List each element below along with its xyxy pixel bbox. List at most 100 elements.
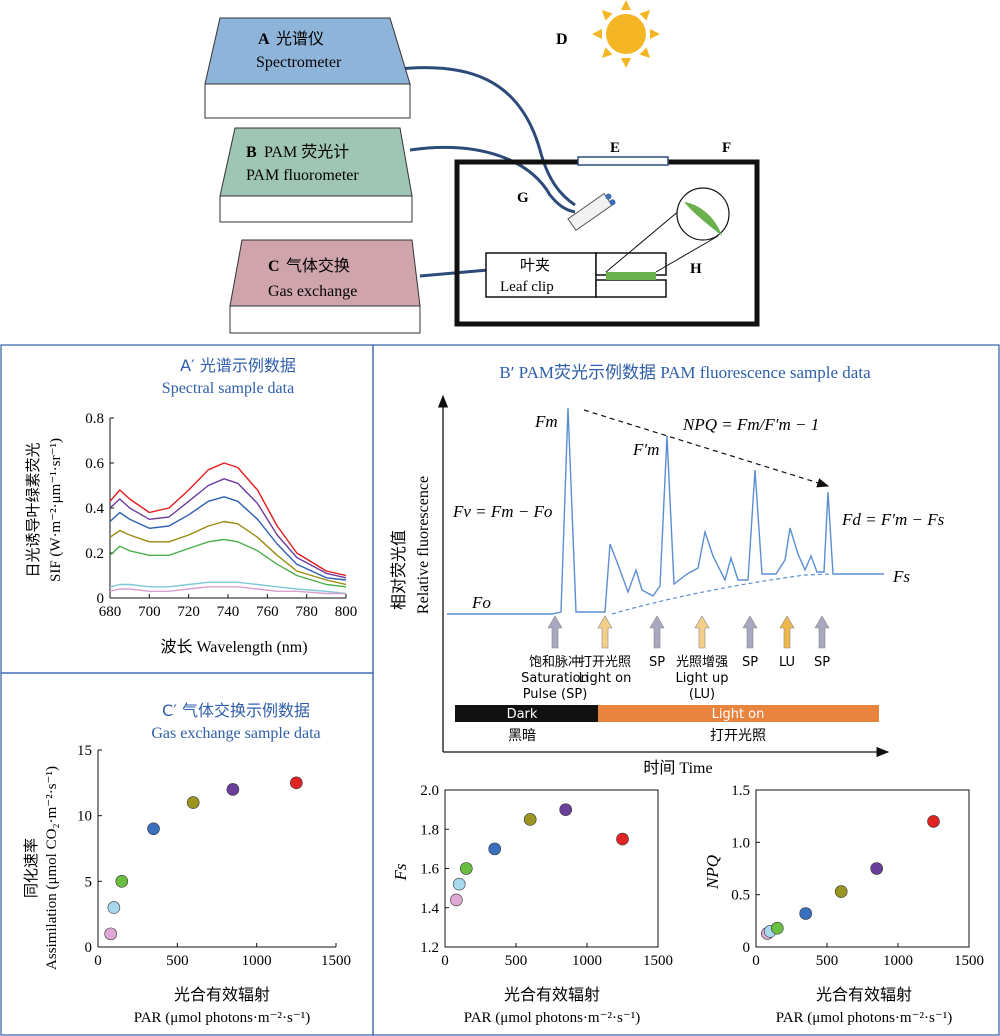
x-tick-label: 1000 bbox=[572, 953, 602, 969]
panel-fs-chart: 0 500 1000 1500 1.2 1.4 1.6 1.8 2.0 bbox=[420, 783, 673, 969]
scatter-point bbox=[226, 783, 240, 796]
panel-c-title-en: Gas exchange sample data bbox=[151, 725, 320, 742]
y-tick-label: 1.8 bbox=[420, 822, 439, 838]
gas-cable bbox=[419, 268, 489, 278]
scatter-point bbox=[523, 813, 537, 826]
panel-npq-ylabel: NPQ bbox=[703, 855, 722, 890]
event-label: 饱和脉冲 bbox=[529, 655, 581, 670]
npq-dashed-arrow bbox=[583, 409, 830, 488]
panel-b-title: B′ PAM荧光示例数据 PAM fluorescence sample dat… bbox=[499, 363, 871, 382]
event-arrow bbox=[547, 615, 563, 649]
panel-c-title-cn: C′ 气体交换示例数据 bbox=[162, 701, 310, 720]
sun-ray bbox=[601, 47, 613, 59]
x-tick-label: 500 bbox=[505, 953, 528, 969]
scatter-point bbox=[186, 796, 200, 809]
dark-period-bar bbox=[455, 705, 598, 722]
y-tick-label: 0.2 bbox=[85, 546, 104, 562]
sif-series-line bbox=[109, 581, 347, 595]
event-arrow bbox=[694, 615, 710, 649]
event-label: Pulse (SP) bbox=[523, 687, 588, 702]
gas-en: Gas exchange bbox=[268, 283, 357, 300]
sun-ray bbox=[621, 0, 631, 10]
panel-c-ylabel-en: Assimilation (μmol CO₂·m⁻²·s⁻¹) bbox=[44, 766, 60, 970]
y-tick-label: 5 bbox=[85, 874, 93, 890]
x-tick-label: 780 bbox=[295, 604, 318, 620]
y-tick-label: 0.5 bbox=[731, 888, 750, 904]
fo-label: Fo bbox=[471, 593, 491, 612]
pam-cn: PAM 荧光计 bbox=[264, 143, 349, 161]
panel-c: C′ 气体交换示例数据 Gas exchange sample data 同化速… bbox=[22, 701, 351, 1026]
x-tick-label: 1000 bbox=[242, 953, 272, 969]
panel-a-ylabel-en: SIF (W·m⁻²·μm⁻¹·sr⁻¹) bbox=[48, 438, 64, 582]
y-tick-label: 1.2 bbox=[420, 940, 439, 956]
fv-equation: Fv = Fm − Fo bbox=[452, 502, 552, 521]
scatter-point bbox=[770, 921, 784, 935]
event-label: Saturation bbox=[521, 671, 589, 686]
y-tick-label: 0 bbox=[85, 940, 93, 956]
chamber-box bbox=[454, 159, 760, 327]
leaf-clip-lower-jaw bbox=[595, 279, 667, 298]
x-tick-label: 700 bbox=[138, 604, 161, 620]
panel-a-ylabel-cn: 日光诱导叶绿素荧光 bbox=[24, 442, 42, 577]
sun-ray bbox=[650, 29, 660, 39]
scatter-point bbox=[147, 822, 160, 836]
chamber-label: F bbox=[722, 140, 731, 156]
panel-a-title-cn: A′ 光谱示例数据 bbox=[180, 356, 296, 375]
event-label: 光照增强 bbox=[676, 655, 728, 670]
sif-series-line bbox=[109, 520, 347, 586]
event-label: SP bbox=[742, 655, 758, 670]
panel-b: B′ PAM荧光示例数据 PAM fluorescence sample dat… bbox=[389, 363, 984, 1026]
x-tick-label: 500 bbox=[816, 953, 839, 969]
sif-series-line bbox=[109, 586, 346, 595]
event-label: Light on bbox=[579, 671, 632, 686]
panel-b-ylabel-en: Relative fluorescence bbox=[415, 476, 432, 614]
pam-box: B PAM 荧光计 PAM fluorometer bbox=[219, 127, 413, 223]
leaf-clip-cn: 叶夹 bbox=[520, 257, 550, 274]
pam-cable bbox=[409, 145, 576, 214]
scatter-point bbox=[459, 862, 473, 875]
gas-exchange-box: C 气体交换 Gas exchange bbox=[229, 239, 421, 334]
spectrometer-letter: A bbox=[258, 31, 270, 48]
window-label: E bbox=[610, 140, 620, 156]
npq-equation: NPQ = Fm/F′m − 1 bbox=[682, 415, 819, 434]
x-tick-label: 1000 bbox=[883, 953, 913, 969]
panel-a-title-en: Spectral sample data bbox=[162, 380, 294, 397]
scatter-point bbox=[488, 842, 502, 856]
event-label: (LU) bbox=[689, 687, 715, 702]
fs-label: Fs bbox=[892, 567, 910, 586]
event-arrow bbox=[597, 615, 613, 649]
panel-a-xlabel: 波长 Wavelength (nm) bbox=[160, 638, 307, 656]
x-tick-label: 800 bbox=[335, 604, 358, 620]
sun-ray bbox=[592, 29, 602, 39]
panel-b-ylabel-cn: 相对荧光值 bbox=[389, 530, 408, 610]
panel-a-chart: 680 700 720 740 760 780 800 0 0.2 0.4 0.6 0.8 bbox=[85, 411, 357, 620]
schematic: A 光谱仪 Spectrometer B PAM 荧光计 PAM fluorom… bbox=[204, 0, 760, 334]
pam-en: PAM fluorometer bbox=[246, 167, 359, 184]
leaf-clip-en: Leaf clip bbox=[500, 279, 554, 295]
scatter-point bbox=[290, 776, 303, 790]
panel-b-xlabel: 时间 Time bbox=[643, 759, 712, 777]
y-tick-label: 1.4 bbox=[420, 901, 439, 917]
light-label-cn: 打开光照 bbox=[710, 727, 766, 744]
y-tick-label: 0 bbox=[97, 591, 105, 607]
y-tick-label: 1.0 bbox=[731, 835, 750, 851]
scatter-point bbox=[107, 901, 121, 914]
scatter-point bbox=[559, 803, 573, 816]
event-label: SP bbox=[649, 655, 665, 670]
event-label: LU bbox=[779, 655, 795, 670]
scatter-point bbox=[799, 907, 813, 920]
sun-icon bbox=[592, 0, 660, 68]
leaf-clip-body bbox=[485, 252, 597, 298]
zoom-line-1 bbox=[605, 209, 681, 273]
scatter-point bbox=[452, 877, 466, 891]
panel-c-chart: 0 500 1000 1500 0 5 10 15 bbox=[77, 743, 351, 969]
dark-label-en: Dark bbox=[507, 707, 538, 722]
panel-npq-chart: 0 500 1000 1500 0 0.5 1.0 1.5 bbox=[731, 783, 984, 969]
y-tick-label: 2.0 bbox=[420, 783, 439, 799]
scatter-point bbox=[927, 815, 940, 828]
y-tick-label: 1.6 bbox=[420, 862, 439, 878]
x-tick-label: 1500 bbox=[954, 953, 984, 969]
leaf-sample bbox=[606, 272, 656, 280]
light-label-en: Light on bbox=[712, 707, 765, 722]
